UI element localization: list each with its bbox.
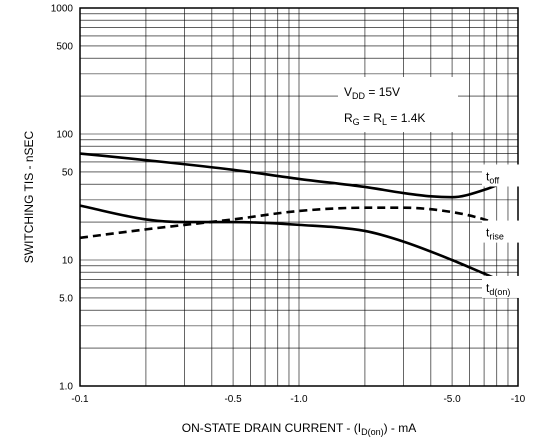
y-tick-label: 100 — [56, 130, 73, 141]
series-label-bg-tdon — [482, 275, 520, 298]
series-lines — [79, 152, 519, 290]
x-axis-label: ON-STATE DRAIN CURRENT - (ID(on)) - mA — [182, 421, 417, 437]
series-label-bg-trise — [482, 220, 520, 243]
conditions-box — [338, 77, 458, 132]
x-tick-label: -0.5 — [224, 394, 242, 405]
y-tick-label: 50 — [62, 167, 74, 178]
plot-frame — [79, 7, 519, 387]
y-tick-label: 5.0 — [59, 293, 73, 304]
series-line-toff — [79, 152, 519, 199]
x-tick-label: -1.0 — [290, 394, 308, 405]
x-tick-label: -0.1 — [71, 394, 89, 405]
series-line-tdon — [79, 204, 519, 290]
condition-rg-rl: RG = RL = 1.4K — [344, 111, 425, 127]
y-tick-label: 1000 — [51, 4, 74, 15]
series-line-trise — [79, 206, 519, 240]
y-tick-label: 10 — [62, 256, 74, 267]
series-label-toff: toff — [486, 169, 500, 185]
x-tick-label: -10 — [511, 394, 526, 405]
x-tick-label: -5.0 — [443, 394, 461, 405]
series-label-bg-toff — [482, 164, 520, 187]
y-tick-label: 500 — [56, 41, 73, 52]
y-axis-label: SWITCHING TIS - nSEC — [22, 130, 36, 263]
series-label-trise: trise — [486, 226, 504, 242]
condition-vdd: VDD = 15V — [344, 85, 400, 101]
series-labels: toff trise td(on) — [482, 164, 520, 298]
series-label-tdon: td(on) — [486, 281, 510, 297]
y-tick-label: 1.0 — [59, 382, 73, 393]
tick-labels: -0.1 -0.5 -1.0 -5.0 -10 1.0 5.0 10 50 100 500 1000 — [51, 4, 526, 406]
